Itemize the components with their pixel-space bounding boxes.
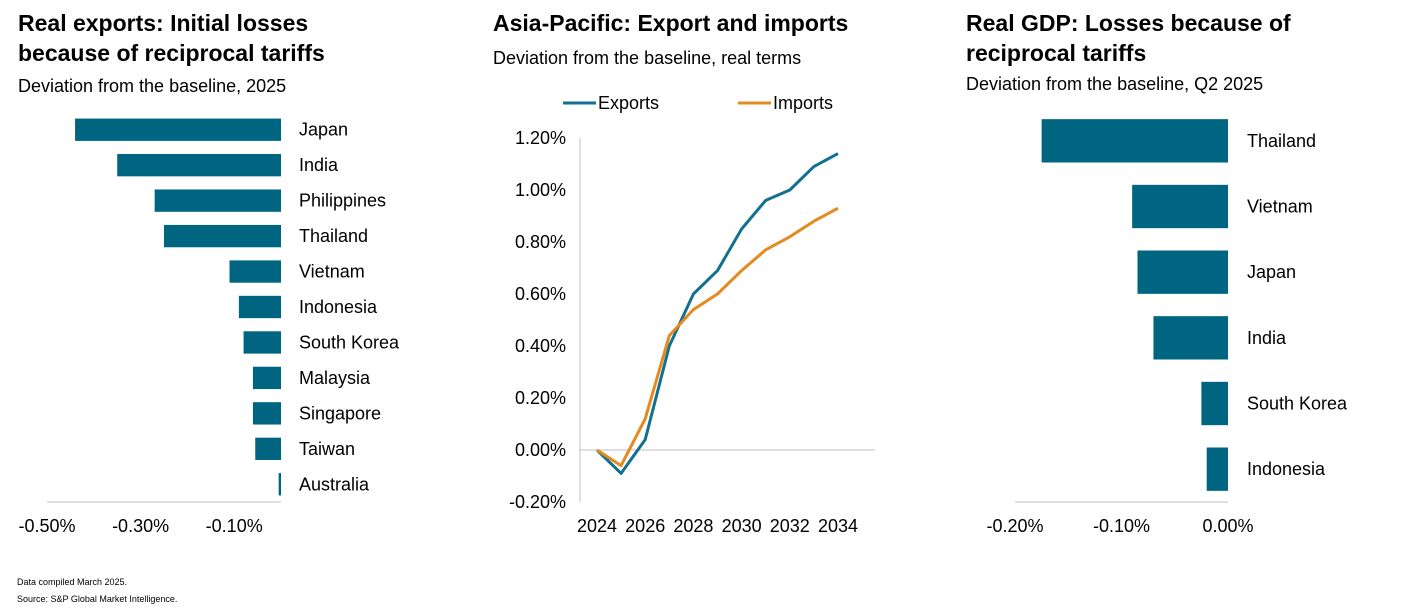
gdp-x-tick-label-0: -0.20%	[986, 516, 1043, 536]
exports-bar-2	[154, 189, 281, 212]
exports-bar-4	[229, 260, 281, 283]
exports-bar-5	[238, 295, 281, 319]
trade-series-line-exports	[595, 152, 839, 475]
trade-x-tick-label-3: 2030	[722, 516, 762, 536]
trade-y-tick-label-4: 0.40%	[515, 336, 566, 356]
trade-y-tick-label-1: 1.00%	[515, 180, 566, 200]
exports-category-label-2: Philippines	[299, 191, 386, 211]
exports-bar-0	[75, 118, 281, 141]
trade-y-tick-label-0: 1.20%	[515, 128, 566, 148]
exports-chart-title: Real exports: Initial losses because of …	[18, 8, 325, 68]
gdp-category-label-5: Indonesia	[1247, 459, 1326, 479]
exports-bar-1	[117, 154, 281, 177]
gdp-bar-3	[1153, 316, 1228, 360]
trade-legend-label-0: Exports	[598, 93, 659, 113]
gdp-bar-2	[1137, 250, 1228, 294]
trade-x-tick-label-1: 2026	[625, 516, 665, 536]
exports-x-tick-label-1: -0.30%	[112, 516, 169, 536]
trade-y-tick-label-3: 0.60%	[515, 284, 566, 304]
exports-bar-10	[278, 473, 281, 496]
exports-panel: Real exports: Initial losses because of …	[18, 0, 448, 560]
trade-y-tick-label-6: 0.00%	[515, 440, 566, 460]
trade-x-tick-label-0: 2024	[577, 516, 617, 536]
trade-chart-subtitle: Deviation from the baseline, real terms	[493, 48, 802, 68]
gdp-x-tick-label-1: -0.10%	[1093, 516, 1150, 536]
exports-category-label-7: Malaysia	[299, 368, 371, 388]
gdp-bar-4	[1201, 381, 1228, 426]
gdp-title-line1: Real GDP: Losses because of	[966, 10, 1291, 36]
exports-bar-6	[243, 331, 281, 354]
exports-category-label-10: Australia	[299, 474, 370, 494]
trade-y-tick-label-2: 0.80%	[515, 232, 566, 252]
footnote-source: Source: S&P Global Market Intelligence.	[17, 594, 178, 604]
trade-chart-title: Asia-Pacific: Export and imports	[493, 10, 849, 36]
gdp-category-label-3: India	[1247, 328, 1287, 348]
gdp-title-line2: reciprocal tariffs	[966, 40, 1147, 66]
exports-category-label-4: Vietnam	[299, 262, 365, 282]
gdp-bar-chart: Thailand Vietnam Japan India South Korea Indo…	[986, 119, 1348, 536]
exports-category-label-3: Thailand	[299, 226, 368, 246]
gdp-panel: Real GDP: Losses because of reciprocal t…	[966, 0, 1396, 560]
trade-y-tick-label-5: 0.20%	[515, 388, 566, 408]
trade-panel: Asia-Pacific: Export and imports Deviati…	[493, 0, 913, 560]
gdp-bar-1	[1132, 184, 1228, 229]
exports-bar-chart: Japan India Philippines Thailand Vietnam Indo…	[18, 118, 400, 536]
trade-y-tick-label-7: -0.20%	[509, 492, 566, 512]
trade-legend-label-1: Imports	[773, 93, 833, 113]
exports-chart-subtitle: Deviation from the baseline, 2025	[18, 76, 287, 96]
gdp-category-label-4: South Korea	[1247, 394, 1348, 414]
gdp-bar-5	[1206, 447, 1228, 491]
exports-bar-3	[164, 224, 281, 248]
gdp-category-label-0: Thailand	[1247, 131, 1316, 151]
trade-x-tick-label-2: 2028	[673, 516, 713, 536]
gdp-chart-title: Real GDP: Losses because of reciprocal t…	[966, 8, 1291, 68]
trade-line-chart: 1.20% 1.00% 0.80% 0.60% 0.40% 0.20% 0.00% -0.20…	[509, 93, 875, 536]
exports-bar-9	[255, 437, 281, 460]
gdp-category-label-1: Vietnam	[1247, 197, 1313, 217]
exports-title-line2: because of reciprocal tariffs	[18, 40, 325, 66]
exports-title-line1: Real exports: Initial losses	[18, 10, 309, 36]
exports-x-tick-label-0: -0.50%	[18, 516, 75, 536]
gdp-bar-0	[1041, 119, 1228, 163]
gdp-x-tick-label-2: 0.00%	[1202, 516, 1253, 536]
exports-category-label-0: Japan	[299, 120, 348, 140]
gdp-chart-subtitle: Deviation from the baseline, Q2 2025	[966, 74, 1264, 94]
exports-category-label-8: Singapore	[299, 403, 381, 423]
trade-x-tick-label-5: 2034	[818, 516, 858, 536]
exports-category-label-9: Taiwan	[299, 439, 355, 459]
exports-bar-7	[252, 366, 281, 390]
gdp-category-label-2: Japan	[1247, 262, 1296, 282]
exports-category-label-5: Indonesia	[299, 297, 378, 317]
exports-category-label-6: South Korea	[299, 332, 400, 352]
trade-series-line-imports	[596, 206, 839, 468]
exports-bar-8	[252, 402, 281, 425]
exports-x-tick-label-2: -0.10%	[206, 516, 263, 536]
trade-x-tick-label-4: 2032	[770, 516, 810, 536]
exports-category-label-1: India	[299, 155, 339, 175]
footnote-compiled: Data compiled March 2025.	[17, 577, 128, 587]
